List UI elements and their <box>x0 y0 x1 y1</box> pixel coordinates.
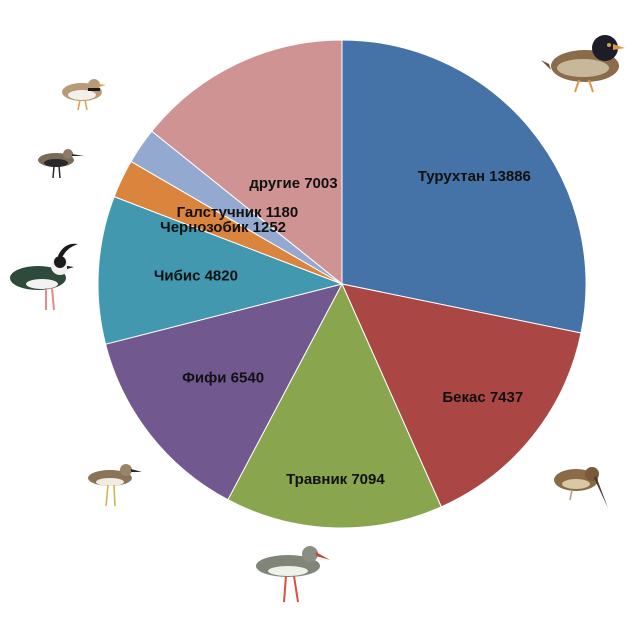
ringed-plover-icon <box>62 79 106 111</box>
pie-slice-8 <box>151 39 343 286</box>
lapwing-icon <box>10 243 78 311</box>
wood-sandpiper-icon <box>88 464 142 507</box>
pie-slice-1 <box>341 39 587 334</box>
slice-label-3: Травник 7094 <box>286 471 385 488</box>
pie-slices <box>97 39 587 529</box>
slice-label-1: Турухтан 13886 <box>418 168 531 185</box>
slice-label-8: другие 7003 <box>249 175 337 192</box>
redshank-icon <box>256 546 330 603</box>
ruff-icon <box>541 35 625 93</box>
pie-slice-5 <box>97 195 344 345</box>
slice-label-5: Чибис 4820 <box>154 267 238 284</box>
dunlin-icon <box>38 149 84 179</box>
pie-slice-3 <box>227 282 442 529</box>
pie-slice-2 <box>341 283 582 508</box>
slice-label-6: Чернозобик 1252 <box>160 219 286 236</box>
pie-labels: Турухтан 13886 Бекас 7437 Травник 7094 Фифи… <box>154 168 531 488</box>
snipe-icon <box>554 467 608 508</box>
slice-label-7: Галстучник 1180 <box>177 204 299 221</box>
slice-label-2: Бекас 7437 <box>442 389 523 406</box>
pie-slice-4 <box>104 283 343 501</box>
slice-label-4: Фифи 6540 <box>182 370 264 387</box>
